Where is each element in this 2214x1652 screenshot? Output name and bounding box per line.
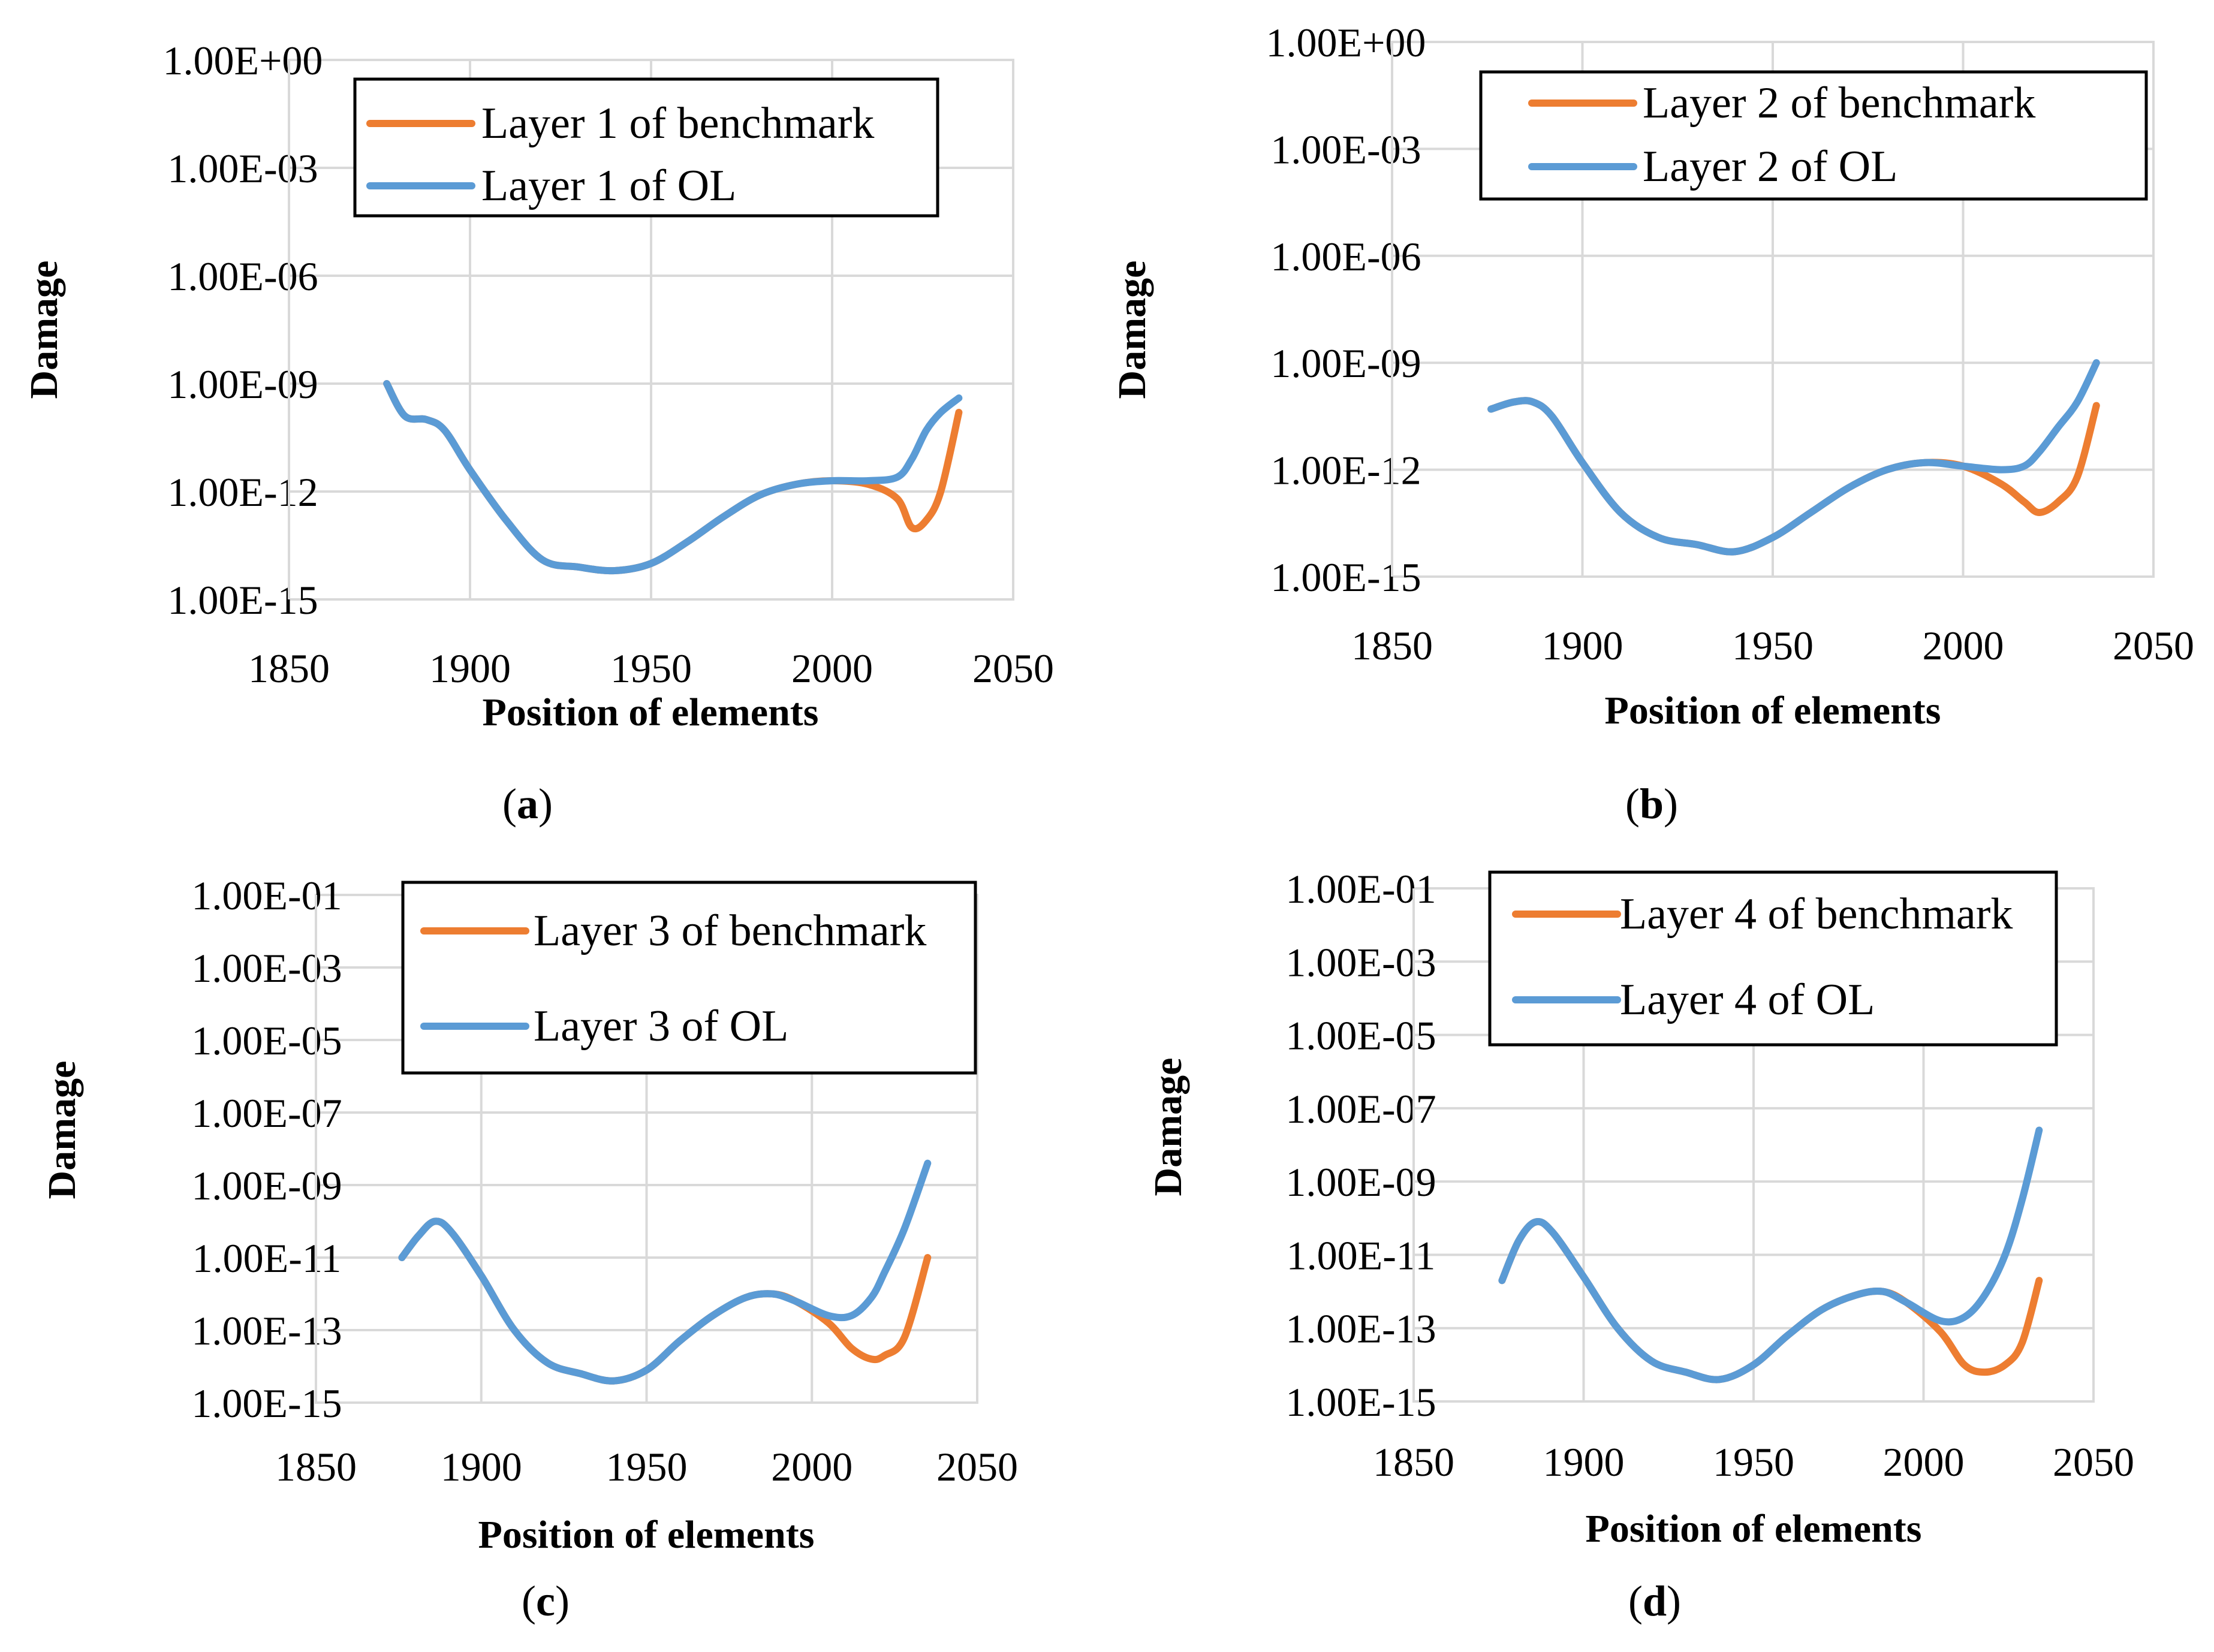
y-tick-label: 1.00E-07 <box>1285 1086 1436 1132</box>
x-axis-title: Position of elements <box>1586 1507 1922 1551</box>
y-tick-label: 1.00E-09 <box>1285 1159 1436 1205</box>
y-tick-label: 1.00E-07 <box>191 1090 342 1136</box>
y-tick-label: 1.00E-13 <box>191 1308 342 1353</box>
y-tick-label: 1.00E-01 <box>191 873 342 918</box>
y-tick-label: 1.00E-13 <box>1285 1306 1436 1352</box>
y-tick-label: 1.00E-03 <box>191 945 342 991</box>
legend-label: Layer 1 of benchmark <box>481 99 874 148</box>
x-tick-label: 1850 <box>1373 1439 1454 1485</box>
y-tick-label: 1.00E-15 <box>191 1380 342 1426</box>
y-tick-label: 1.00E-05 <box>1285 1013 1436 1059</box>
legend-label: Layer 4 of benchmark <box>1620 890 2013 939</box>
y-tick-label: 1.00E-03 <box>1270 126 1421 172</box>
x-tick-label: 1950 <box>606 1444 688 1490</box>
x-tick-label: 1850 <box>1351 623 1433 668</box>
x-axis-title: Position of elements <box>1605 689 1941 732</box>
chart-panel-c: 1.00E-15 1.00E-13 1.00E-11 1.00E-09 1.00E-07… <box>40 873 1018 1625</box>
y-tick-label: 1.00E-06 <box>1270 234 1421 279</box>
x-tick-label: 1900 <box>1542 623 1623 668</box>
x-tick-label: 1900 <box>1543 1439 1625 1485</box>
legend: Layer 2 of benchmark Layer 2 of OL <box>1479 70 2148 201</box>
legend-label: Layer 4 of OL <box>1620 975 1875 1024</box>
y-tick-label: 1.00E-12 <box>1270 448 1421 493</box>
x-tick-label: 2050 <box>972 646 1054 691</box>
x-tick-label: 1950 <box>610 646 692 691</box>
legend: Layer 1 of benchmark Layer 1 of OL <box>353 77 939 218</box>
panel-caption: (c) <box>522 1577 570 1625</box>
panel-caption: (a) <box>502 780 553 828</box>
y-axis-title: Damage <box>40 1061 84 1199</box>
legend-label: Layer 2 of benchmark <box>1643 79 2035 128</box>
y-tick-label: 1.00E-06 <box>167 254 318 299</box>
y-tick-label: 1.00E-03 <box>167 146 318 191</box>
panel-caption: (d) <box>1628 1577 1681 1625</box>
chart-panel-a: 1.00E-15 1.00E-12 1.00E-09 1.00E-06 1.00E-03… <box>22 38 1054 828</box>
legend-label: Layer 1 of OL <box>481 161 736 210</box>
y-tick-label: 1.00E-09 <box>191 1163 342 1208</box>
legend-label: Layer 3 of OL <box>534 1002 788 1051</box>
y-tick-label: 1.00E-05 <box>191 1018 342 1063</box>
y-tick-label: 1.00E-01 <box>1285 866 1436 912</box>
x-tick-label: 1900 <box>429 646 511 691</box>
y-tick-label: 1.00E-15 <box>1285 1379 1436 1425</box>
y-tick-label: 1.00E+00 <box>1266 20 1426 65</box>
legend: Layer 3 of benchmark Layer 3 of OL <box>401 881 977 1075</box>
ol-series-line <box>1487 359 2100 556</box>
x-tick-label: 1950 <box>1732 623 1814 668</box>
legend-box <box>401 881 977 1075</box>
legend-box <box>1479 70 2148 201</box>
y-tick-label: 1.00E+00 <box>163 38 323 83</box>
ol-series-line <box>398 1159 932 1385</box>
x-tick-label: 2000 <box>1883 1439 1965 1485</box>
ol-series-line <box>1498 1126 2043 1383</box>
panel-caption: (b) <box>1625 780 1678 828</box>
x-tick-label: 1900 <box>441 1444 522 1490</box>
legend: Layer 4 of benchmark Layer 4 of OL <box>1488 870 2058 1047</box>
y-tick-label: 1.00E-03 <box>1285 939 1436 985</box>
y-tick-label: 1.00E-15 <box>167 577 318 623</box>
x-tick-label: 2050 <box>2113 623 2194 668</box>
x-tick-label: 1850 <box>275 1444 357 1490</box>
y-tick-label: 1.00E-15 <box>1270 554 1421 600</box>
x-tick-label: 2000 <box>1923 623 2004 668</box>
legend-box <box>353 77 939 218</box>
x-axis-title: Position of elements <box>483 691 819 734</box>
legend-label: Layer 2 of OL <box>1643 142 1897 191</box>
x-tick-label: 2050 <box>936 1444 1018 1490</box>
x-tick-label: 1850 <box>248 646 330 691</box>
x-tick-label: 2000 <box>771 1444 853 1490</box>
y-tick-label: 1.00E-09 <box>167 361 318 407</box>
y-tick-label: 1.00E-12 <box>167 469 318 515</box>
ol-series-line <box>383 380 963 575</box>
legend-box <box>1488 870 2058 1047</box>
y-axis-title: Damage <box>22 261 66 399</box>
chart-panel-d: 1.00E-15 1.00E-13 1.00E-11 1.00E-09 1.00E-07… <box>1146 866 2134 1625</box>
y-tick-label: 1.00E-11 <box>192 1235 342 1281</box>
x-tick-label: 1950 <box>1713 1439 1794 1485</box>
y-axis-title: Damage <box>1110 261 1154 399</box>
x-tick-label: 2050 <box>2053 1439 2134 1485</box>
x-axis-title: Position of elements <box>478 1513 815 1557</box>
y-tick-label: 1.00E-11 <box>1287 1232 1436 1278</box>
x-tick-label: 2000 <box>791 646 873 691</box>
chart-panel-b: 1.00E-15 1.00E-12 1.00E-09 1.00E-06 1.00E-03… <box>1110 20 2194 828</box>
legend-label: Layer 3 of benchmark <box>534 906 926 955</box>
y-tick-label: 1.00E-09 <box>1270 340 1421 386</box>
y-axis-title: Damage <box>1146 1058 1190 1196</box>
